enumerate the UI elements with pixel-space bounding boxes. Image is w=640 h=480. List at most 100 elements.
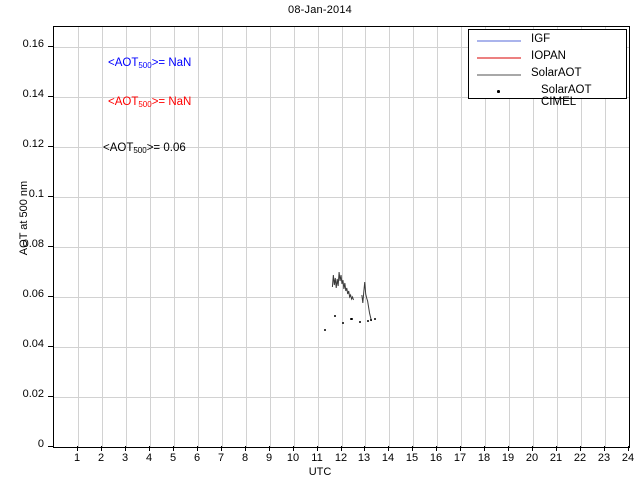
y-tick [48, 446, 53, 447]
gridline-vertical [413, 27, 414, 447]
gridline-vertical [126, 27, 127, 447]
y-tick-label: 0 [37, 438, 44, 450]
gridline-vertical [485, 27, 486, 447]
y-axis-title: AOT at 500 nm [18, 180, 30, 256]
legend-dot-marker-icon [497, 90, 500, 93]
x-tick-label: 16 [429, 452, 443, 464]
legend-line-swatch [477, 74, 521, 76]
legend-box: IGF IOPAN SolarAOT SolarAOT CIMEL [468, 29, 628, 108]
x-tick-label: 8 [241, 452, 249, 464]
gridlines [54, 27, 629, 447]
annotation-suffix: >= [146, 142, 164, 154]
data-point [366, 319, 370, 323]
x-tick-label: 15 [405, 452, 419, 464]
x-tick-label: 21 [549, 452, 563, 464]
gridline-horizontal [54, 147, 629, 148]
x-tick [269, 446, 270, 451]
data-point [373, 317, 377, 321]
x-tick [245, 446, 246, 451]
x-tick-label: 6 [193, 452, 201, 464]
gridline-horizontal [54, 247, 629, 248]
x-tick [77, 446, 78, 451]
x-tick [149, 446, 150, 451]
x-tick [197, 446, 198, 451]
data-point [323, 328, 326, 332]
legend-item[interactable]: IOPAN [469, 49, 628, 66]
gridline-vertical [557, 27, 558, 447]
x-tick [628, 446, 629, 451]
y-tick-label: 0.02 [22, 388, 44, 400]
legend-item[interactable]: SolarAOT [469, 66, 628, 83]
gridline-vertical [437, 27, 438, 447]
y-tick-label: 0.1 [28, 188, 44, 200]
x-tick-label: 23 [597, 452, 611, 464]
x-tick [101, 446, 102, 451]
gridline-vertical [509, 27, 510, 447]
annotation-value: 0.06 [163, 142, 186, 154]
x-tick-label: 1 [73, 452, 81, 464]
gridline-vertical [270, 27, 271, 447]
legend-item[interactable]: SolarAOT CIMEL [469, 83, 628, 108]
annotation-solaraot-mean: <AOT500>= 0.06 [103, 142, 186, 155]
x-tick [460, 446, 461, 451]
x-tick-label: 10 [286, 452, 300, 464]
x-tick [604, 446, 605, 451]
x-tick-label: 9 [265, 452, 273, 464]
legend-item[interactable]: IGF [469, 32, 628, 49]
x-tick [484, 446, 485, 451]
gridline-vertical [78, 27, 79, 447]
gridline-horizontal [54, 97, 629, 98]
y-tick [48, 296, 53, 297]
legend-line-swatch [477, 40, 521, 42]
gridline-horizontal [54, 347, 629, 348]
y-tick-label: 0.04 [22, 338, 44, 350]
x-tick-label: 5 [169, 452, 177, 464]
x-tick-label: 12 [334, 452, 348, 464]
gridline-vertical [389, 27, 390, 447]
annotation-suffix: >= [151, 96, 169, 108]
y-tick [48, 146, 53, 147]
data-point [358, 320, 362, 324]
x-tick [436, 446, 437, 451]
annotation-suffix: >= [151, 57, 169, 69]
annotation-igf-mean: <AOT500>= NaN [108, 57, 191, 70]
y-tick-label: 0.14 [22, 88, 44, 100]
series-svg [331, 271, 372, 322]
x-tick-label: 3 [121, 452, 129, 464]
annotation-subscript: 500 [138, 60, 152, 70]
x-tick [532, 446, 533, 451]
y-tick-label: 0.06 [22, 288, 44, 300]
data-point [334, 314, 337, 318]
annotation-subscript: 500 [133, 145, 147, 155]
x-tick-label: 7 [217, 452, 225, 464]
series-line-solaraot [331, 271, 372, 322]
x-tick [412, 446, 413, 451]
legend-label: IGF [531, 33, 551, 45]
gridline-vertical [150, 27, 151, 447]
x-tick-label: 13 [357, 452, 371, 464]
gridline-horizontal [54, 397, 629, 398]
x-tick-label: 17 [453, 452, 467, 464]
chart-title: 08-Jan-2014 [288, 4, 352, 16]
data-layer [54, 27, 629, 447]
x-tick [508, 446, 509, 451]
annotation-value: NaN [168, 57, 192, 69]
legend-label: SolarAOT CIMEL [541, 84, 592, 108]
y-tick-label: 0.16 [22, 38, 44, 50]
data-point [341, 321, 345, 325]
x-tick [556, 446, 557, 451]
gridline-vertical [461, 27, 462, 447]
y-tick [48, 96, 53, 97]
gridline-vertical [102, 27, 103, 447]
x-tick [317, 446, 318, 451]
x-tick-label: 4 [145, 452, 153, 464]
x-tick [125, 446, 126, 451]
y-tick [48, 246, 53, 247]
x-tick-label: 2 [97, 452, 105, 464]
data-point [369, 318, 372, 322]
y-tick-label: 0.08 [22, 238, 44, 250]
gridline-horizontal [54, 297, 629, 298]
y-tick [48, 46, 53, 47]
annotation-prefix: <AOT [108, 57, 139, 69]
